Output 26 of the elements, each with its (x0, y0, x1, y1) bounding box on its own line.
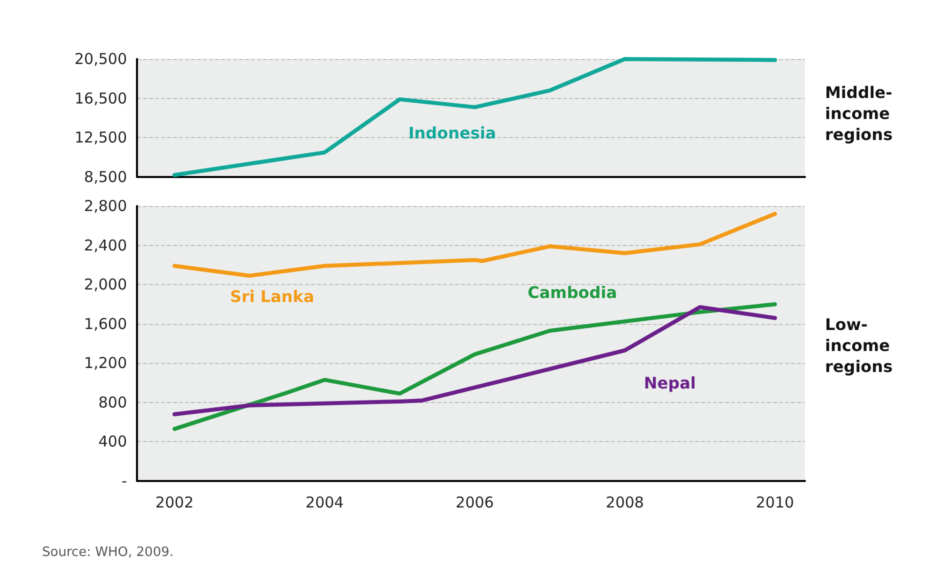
y-tick-label: 1,200 (84, 354, 127, 372)
y-tick-label: 8,500 (84, 168, 127, 186)
series-label: Nepal (644, 373, 696, 392)
y-tick-label: 1,600 (84, 314, 127, 333)
line-series (172, 212, 777, 278)
y-tick-label: 400 (98, 432, 127, 451)
series-label: Cambodia (528, 282, 618, 302)
line-series (172, 57, 777, 178)
x-tick-label: 2008 (606, 494, 644, 512)
y-tick-label: 20,500 (74, 50, 127, 68)
y-tick-label: 800 (98, 393, 127, 412)
series-label: Sri Lanka (230, 286, 314, 306)
y-tick-label: - (122, 472, 127, 490)
series-label: Indonesia (408, 123, 496, 142)
x-tick-label: 2010 (756, 494, 794, 512)
source-note: Source: WHO, 2009. (42, 545, 174, 560)
y-tick-label: 16,500 (74, 89, 127, 108)
text: Low- income regions (825, 315, 893, 376)
y-tick-label: 12,500 (74, 128, 127, 147)
x-tick-label: 2006 (456, 494, 494, 512)
x-tick-label: 2004 (306, 494, 344, 512)
y-tick-label: 2,000 (84, 276, 127, 294)
y-tick-label: 2,400 (84, 236, 127, 254)
x-tick-label: 2002 (155, 494, 194, 512)
text: Middle- income regions (825, 83, 893, 144)
y-tick-label: 2,800 (84, 197, 127, 215)
